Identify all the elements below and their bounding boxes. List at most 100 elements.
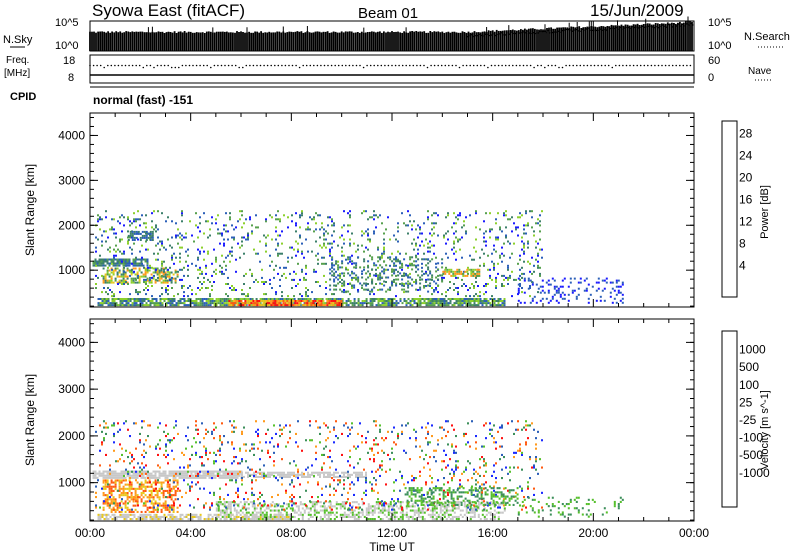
heatmap-cell — [475, 210, 477, 213]
heatmap-cell — [160, 267, 163, 270]
heatmap-cell — [335, 260, 338, 263]
heatmap-cell — [155, 302, 158, 305]
heatmap-cell — [405, 505, 408, 508]
heatmap-cell — [273, 503, 276, 506]
heatmap-cell — [97, 238, 99, 241]
heatmap-cell — [124, 487, 127, 490]
heatmap-cell — [121, 304, 124, 307]
heatmap-cell — [103, 230, 105, 233]
heatmap-cell — [235, 513, 238, 516]
heatmap-cell — [164, 273, 167, 276]
heatmap-cell — [343, 280, 346, 283]
heatmap-cell — [107, 304, 110, 307]
heatmap-cell — [106, 260, 109, 263]
noise-search-point — [519, 32, 521, 34]
heatmap-cell — [297, 242, 299, 245]
heatmap-cell — [137, 210, 139, 213]
heatmap-cell — [211, 515, 214, 518]
heatmap-cell — [251, 511, 254, 514]
heatmap-cell — [303, 509, 306, 512]
heatmap-cell — [541, 289, 544, 292]
heatmap-cell — [448, 270, 451, 273]
heatmap-cell — [145, 293, 147, 296]
heatmap-cell — [248, 300, 251, 302]
heatmap-cell — [621, 281, 624, 284]
noise-search-point — [638, 27, 640, 29]
heatmap-cell — [134, 258, 137, 261]
heatmap-cell — [448, 272, 451, 275]
heatmap-cell — [162, 474, 165, 477]
heatmap-cell — [151, 298, 154, 300]
heatmap-cell — [393, 281, 395, 283]
heatmap-cell — [141, 244, 143, 247]
heatmap-cell — [254, 302, 257, 305]
heatmap-cell — [569, 281, 572, 284]
heatmap-cell — [519, 258, 521, 261]
heatmap-cell — [577, 293, 580, 296]
heatmap-cell — [106, 271, 109, 274]
heatmap-cell — [287, 260, 289, 263]
heatmap-cell — [191, 300, 194, 302]
heatmap-cell — [359, 304, 362, 307]
heatmap-cell — [211, 302, 214, 305]
noise-search-point — [628, 26, 630, 29]
heatmap-cell — [595, 289, 598, 292]
heatmap-cell — [299, 304, 302, 307]
heatmap-cell — [367, 238, 369, 241]
noise-search-point — [623, 27, 626, 29]
heatmap-cell — [135, 304, 138, 307]
heatmap-cell — [431, 302, 434, 305]
heatmap-cell — [128, 489, 131, 492]
heatmap-cell — [138, 279, 141, 282]
heatmap-cell — [427, 302, 430, 305]
heatmap-cell — [168, 273, 171, 276]
heatmap-cell — [130, 485, 133, 488]
heatmap-cell — [527, 222, 529, 225]
heatmap-cell — [499, 300, 502, 302]
heatmap-cell — [94, 260, 97, 263]
heatmap-cell — [190, 474, 193, 477]
heatmap-cell — [357, 278, 360, 281]
heatmap-cell — [215, 222, 217, 225]
heatmap-cell — [129, 274, 131, 277]
heatmap-cell — [409, 515, 412, 518]
heatmap-cell — [437, 284, 440, 287]
heatmap-cell — [313, 507, 316, 510]
heatmap-cell — [321, 505, 324, 508]
freq-point — [256, 64, 258, 67]
heatmap-cell — [153, 228, 155, 231]
heatmap-cell — [119, 291, 121, 294]
heatmap-cell — [229, 287, 231, 289]
freq-point — [249, 64, 251, 67]
heatmap-cell — [423, 298, 426, 300]
heatmap-cell — [421, 258, 424, 261]
heatmap-cell — [277, 242, 279, 245]
freq-point — [472, 64, 475, 67]
heatmap-cell — [531, 210, 533, 213]
heatmap-cell — [140, 470, 143, 473]
heatmap-cell — [117, 298, 120, 300]
heatmap-cell — [307, 511, 310, 514]
heatmap-cell — [409, 505, 412, 508]
heatmap-cell — [289, 471, 291, 474]
heatmap-cell — [300, 300, 303, 302]
heatmap-cell — [319, 515, 322, 518]
heatmap-cell — [295, 475, 297, 478]
heatmap-cell — [453, 252, 455, 255]
heatmap-cell — [485, 244, 487, 247]
heatmap-cell — [144, 470, 147, 473]
heatmap-cell — [313, 511, 316, 514]
heatmap-cell — [271, 238, 273, 241]
heatmap-cell — [187, 264, 189, 267]
heatmap-cell — [521, 240, 523, 243]
heatmap-cell — [541, 285, 544, 288]
heatmap-cell — [195, 515, 198, 518]
heatmap-cell — [299, 234, 301, 237]
heatmap-cell — [197, 515, 200, 518]
heatmap-cell — [140, 264, 143, 267]
freq-point — [568, 64, 571, 67]
heatmap-cell — [241, 518, 244, 521]
heatmap-cell — [531, 299, 534, 302]
heatmap-cell — [457, 276, 459, 279]
heatmap-cell — [175, 302, 178, 305]
